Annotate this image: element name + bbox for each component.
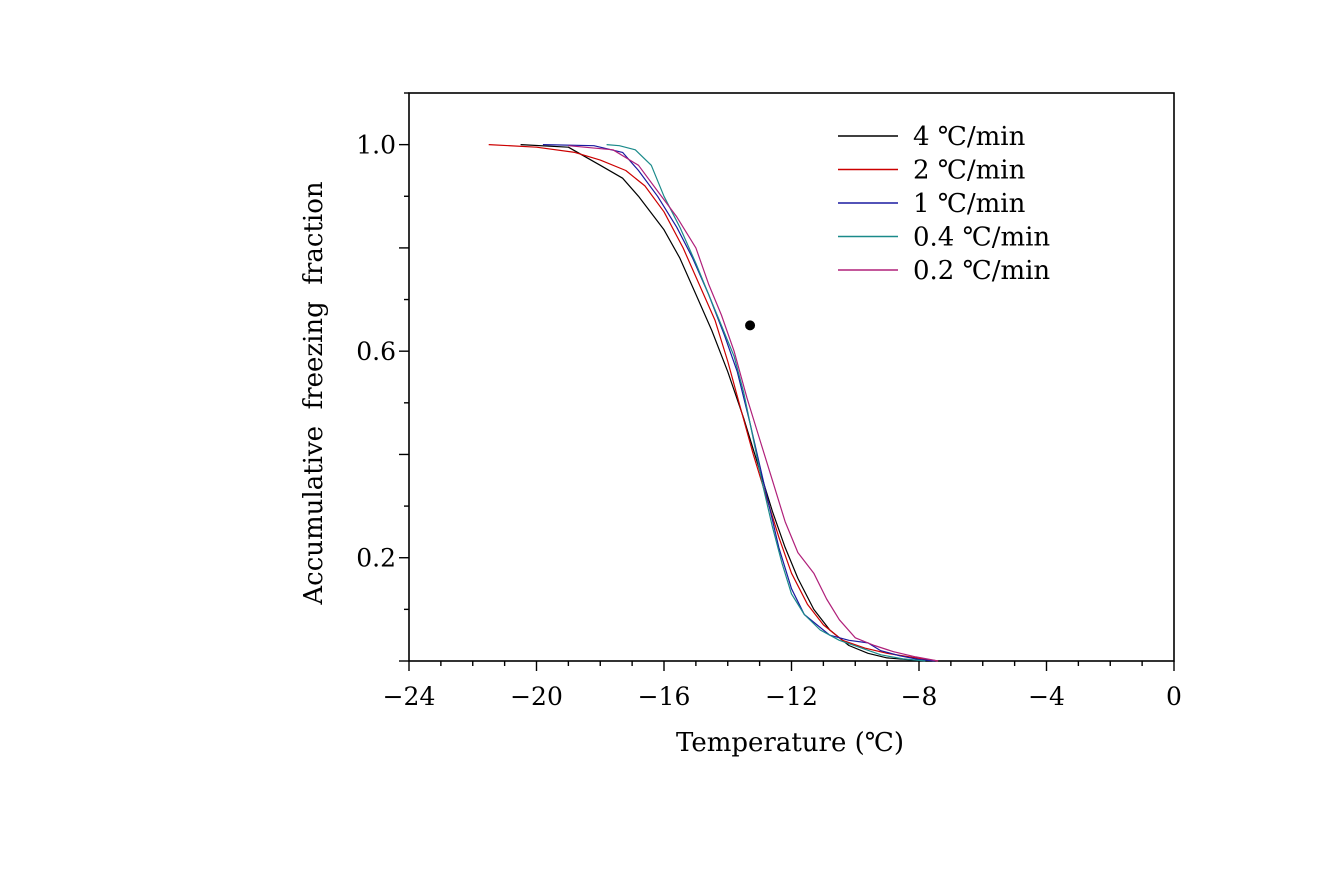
x-axis-title: Temperature (℃) — [676, 728, 904, 758]
x-tick-label: −12 — [765, 682, 818, 711]
y-axis-title: Accumulative freezing fraction — [299, 181, 329, 606]
series-line-5 — [568, 145, 939, 662]
legend-label: 1 ℃/min — [913, 189, 1026, 219]
x-tick-label: −8 — [901, 682, 938, 711]
x-tick-label: −4 — [1028, 682, 1065, 711]
axis-ticks — [399, 92, 1175, 671]
series-lines — [488, 144, 939, 662]
legend-label: 2 ℃/min — [913, 156, 1026, 186]
y-tick-label: 0.6 — [356, 337, 396, 366]
x-tick-label: 0 — [1166, 682, 1182, 711]
x-tick-label: −24 — [383, 682, 436, 711]
y-tick-label: 0.2 — [356, 544, 396, 573]
series-line-2 — [488, 144, 939, 662]
y-tick-labels: 0.2 0.6 1.0 — [356, 131, 396, 573]
series-line-1 — [520, 144, 932, 662]
x-tick-label: −20 — [510, 682, 563, 711]
series-line-4 — [606, 144, 926, 662]
legend-label: 0.4 ℃/min — [913, 223, 1050, 253]
y-tick-label: 1.0 — [356, 131, 396, 160]
x-tick-labels: −24 −20 −16 −12 −8 −4 0 — [383, 682, 1182, 711]
x-tick-label: −16 — [638, 682, 691, 711]
plot-frame — [408, 92, 1175, 662]
legend-label: 0.2 ℃/min — [913, 256, 1050, 286]
annotation-point — [745, 320, 756, 331]
legend-label: 4 ℃/min — [913, 122, 1026, 152]
